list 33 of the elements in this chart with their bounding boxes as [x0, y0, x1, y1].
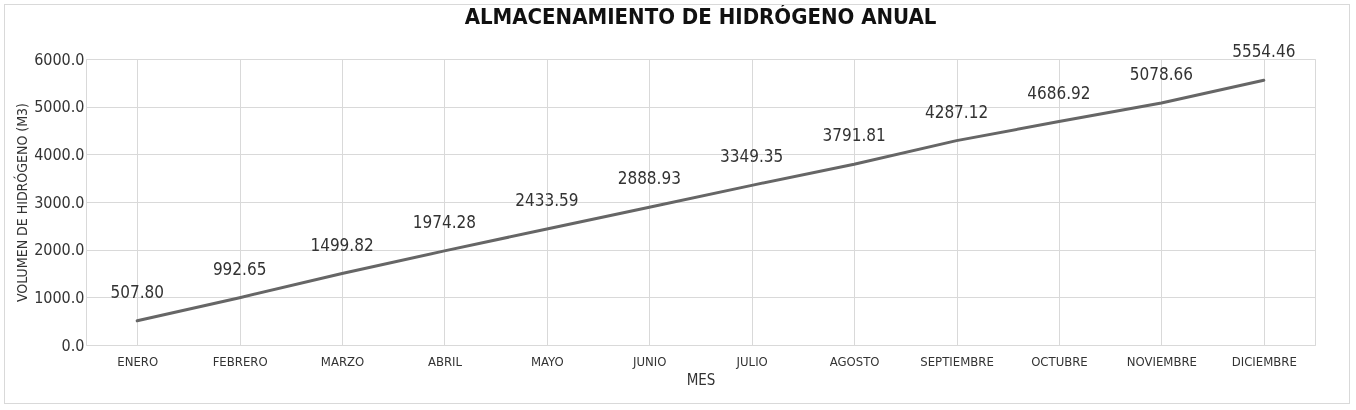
x-tick-label: NOVIEMBRE [1126, 353, 1197, 369]
data-label: 992.65 [212, 258, 267, 279]
y-tick-label: 4000.0 [34, 144, 85, 164]
data-label: 5078.66 [1129, 63, 1193, 84]
x-tick-label: DICIEMBRE [1231, 353, 1297, 369]
data-label: 2433.59 [515, 190, 579, 210]
y-axis-title: VOLUMEN DE HIDRÓGENO (M3) [13, 102, 31, 303]
x-tick-label: OCTUBRE [1031, 353, 1088, 369]
x-tick-label: MARZO [320, 353, 365, 369]
data-label: 3791.81 [822, 125, 886, 146]
y-tick-label: 2000.0 [34, 240, 85, 260]
y-tick-label: 6000.0 [34, 49, 85, 69]
y-tick-label: 3000.0 [34, 192, 85, 212]
x-tick-label: MAYO [531, 353, 564, 369]
x-tick-label: FEBRERO [212, 353, 268, 369]
x-tick-label: ENERO [117, 353, 159, 369]
x-tick-label: AGOSTO [829, 353, 880, 369]
y-tick-label: 1000.0 [34, 287, 85, 307]
x-tick-label: ABRIL [427, 353, 463, 369]
x-tick-label: JULIO [735, 353, 768, 369]
data-label: 4287.12 [924, 101, 989, 122]
y-tick-label: 5000.0 [34, 97, 85, 117]
data-label: 3349.35 [720, 146, 784, 167]
data-label: 2888.93 [617, 168, 681, 189]
data-label: 1974.28 [412, 211, 477, 232]
data-label: 4686.92 [1027, 82, 1091, 103]
data-label: 5554.46 [1232, 41, 1296, 62]
x-tick-label: SEPTIEMBRE [920, 353, 994, 369]
y-tick-label: 0.0 [61, 335, 85, 355]
x-tick-label: JUNIO [632, 353, 667, 369]
data-label: 507.80 [110, 281, 164, 302]
x-axis-title: MES [686, 370, 716, 389]
data-label: 1499.82 [310, 234, 374, 255]
